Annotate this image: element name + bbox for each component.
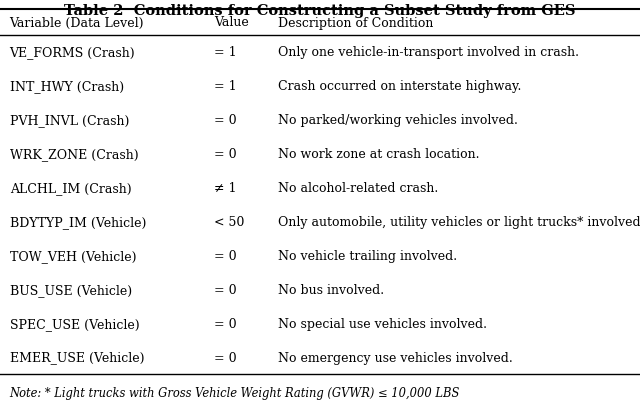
Text: = 0: = 0: [214, 317, 237, 330]
Text: = 0: = 0: [214, 114, 237, 127]
Text: No bus involved.: No bus involved.: [278, 283, 385, 296]
Text: Value: Value: [214, 16, 249, 29]
Text: BUS_USE (Vehicle): BUS_USE (Vehicle): [10, 283, 132, 296]
Text: Only automobile, utility vehicles or light trucks* involved.: Only automobile, utility vehicles or lig…: [278, 216, 640, 228]
Text: Description of Condition: Description of Condition: [278, 16, 434, 29]
Text: = 0: = 0: [214, 283, 237, 296]
Text: No vehicle trailing involved.: No vehicle trailing involved.: [278, 249, 458, 262]
Text: = 0: = 0: [214, 148, 237, 161]
Text: No parked/working vehicles involved.: No parked/working vehicles involved.: [278, 114, 518, 127]
Text: No alcohol-related crash.: No alcohol-related crash.: [278, 182, 438, 195]
Text: Table 2  Conditions for Constructing a Subset Study from GES: Table 2 Conditions for Constructing a Su…: [64, 4, 576, 18]
Text: No special use vehicles involved.: No special use vehicles involved.: [278, 317, 488, 330]
Text: = 0: = 0: [214, 351, 237, 364]
Text: TOW_VEH (Vehicle): TOW_VEH (Vehicle): [10, 249, 136, 262]
Text: INT_HWY (Crash): INT_HWY (Crash): [10, 80, 124, 93]
Text: Crash occurred on interstate highway.: Crash occurred on interstate highway.: [278, 80, 522, 93]
Text: = 0: = 0: [214, 249, 237, 262]
Text: ALCHL_IM (Crash): ALCHL_IM (Crash): [10, 182, 131, 195]
Text: < 50: < 50: [214, 216, 244, 228]
Text: ≠ 1: ≠ 1: [214, 182, 237, 195]
Text: = 1: = 1: [214, 80, 237, 93]
Text: VE_FORMS (Crash): VE_FORMS (Crash): [10, 46, 135, 59]
Text: Note: * Light trucks with Gross Vehicle Weight Rating (GVWR) ≤ 10,000 LBS: Note: * Light trucks with Gross Vehicle …: [10, 387, 460, 400]
Text: No work zone at crash location.: No work zone at crash location.: [278, 148, 480, 161]
Text: No emergency use vehicles involved.: No emergency use vehicles involved.: [278, 351, 513, 364]
Text: SPEC_USE (Vehicle): SPEC_USE (Vehicle): [10, 317, 140, 330]
Text: Only one vehicle-in-transport involved in crash.: Only one vehicle-in-transport involved i…: [278, 46, 579, 59]
Text: BDYTYP_IM (Vehicle): BDYTYP_IM (Vehicle): [10, 216, 146, 228]
Text: PVH_INVL (Crash): PVH_INVL (Crash): [10, 114, 129, 127]
Text: = 1: = 1: [214, 46, 237, 59]
Text: WRK_ZONE (Crash): WRK_ZONE (Crash): [10, 148, 138, 161]
Text: EMER_USE (Vehicle): EMER_USE (Vehicle): [10, 351, 144, 364]
Text: Variable (Data Level): Variable (Data Level): [10, 16, 144, 29]
